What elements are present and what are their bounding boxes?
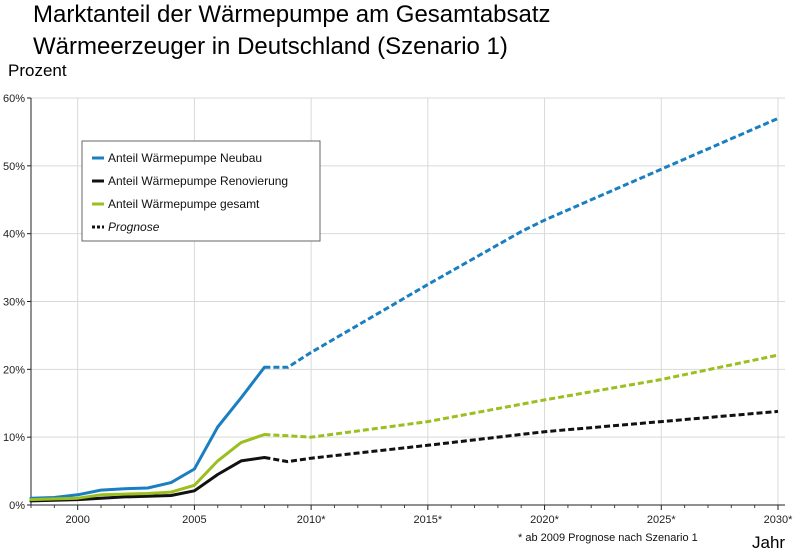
series-line-2-forecast: [264, 353, 779, 439]
x-axis-label: Jahr: [752, 533, 785, 552]
y-tick-label: 30%: [3, 297, 25, 309]
legend-label-3: Prognose: [108, 220, 160, 234]
footnote: * ab 2009 Prognose nach Szenario 1: [518, 532, 698, 544]
x-tick-label: 2015*: [413, 514, 442, 526]
series-line-0-actual: [29, 365, 266, 500]
series-line-1-forecast: [264, 409, 779, 464]
x-tick-label: 2030*: [764, 514, 793, 526]
y-tick-label: 20%: [3, 364, 25, 376]
y-tick-label: 60%: [3, 93, 25, 105]
gridlines: [31, 97, 785, 505]
series-line-0-forecast: [264, 117, 779, 369]
legend-label-0: Anteil Wärmepumpe Neubau: [108, 151, 262, 165]
legend-label-1: Anteil Wärmepumpe Renovierung: [108, 174, 288, 188]
legend: Anteil Wärmepumpe Neubau Anteil Wärmepump…: [81, 140, 321, 242]
chart-title-line-2: Wärmeerzeuger in Deutschland (Szenario 1…: [33, 33, 508, 60]
axes: 0% 10% 20% 30% 40% 50% 60% 2000 2005 2010* 2015* 20…: [3, 93, 793, 526]
y-axis-label: Prozent: [8, 61, 67, 80]
legend-label-2: Anteil Wärmepumpe gesamt: [108, 197, 260, 211]
series-line-2-actual: [29, 433, 266, 502]
x-tick-label: 2000: [65, 514, 89, 526]
x-tick-label: 2020*: [530, 514, 559, 526]
chart-title-line-1: Marktanteil der Wärmepumpe am Gesamtabsa…: [33, 1, 551, 28]
legend-box: [81, 140, 321, 242]
y-tick-label: 10%: [3, 432, 25, 444]
x-tick-label: 2005: [182, 514, 206, 526]
y-tick-label: 40%: [3, 229, 25, 241]
y-tick-label: 0%: [9, 500, 25, 512]
series-lines: [29, 117, 779, 503]
x-tick-label: 2025*: [647, 514, 676, 526]
x-tick-label: 2010*: [297, 514, 326, 526]
y-tick-label: 50%: [3, 161, 25, 173]
